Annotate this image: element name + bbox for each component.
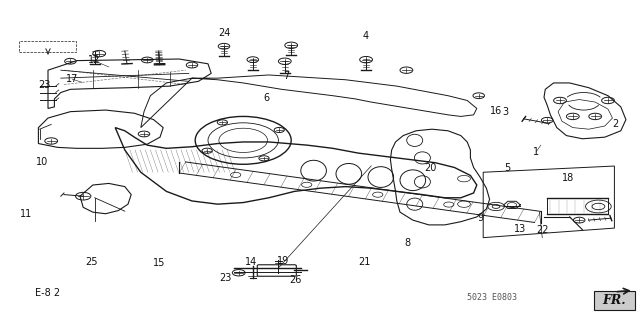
Text: 12: 12 <box>88 55 100 65</box>
Text: 3: 3 <box>502 107 509 117</box>
Text: 22: 22 <box>536 225 549 235</box>
Text: 10: 10 <box>36 157 49 167</box>
Text: 1: 1 <box>533 146 540 157</box>
Text: 11: 11 <box>19 209 32 219</box>
Text: 4: 4 <box>363 31 369 41</box>
Text: 23: 23 <box>38 80 51 91</box>
Text: 15: 15 <box>152 257 165 268</box>
Text: 26: 26 <box>289 275 302 285</box>
Text: 9: 9 <box>477 212 483 223</box>
Text: 20: 20 <box>424 163 436 174</box>
Text: 7: 7 <box>283 70 289 81</box>
Text: 23: 23 <box>219 272 232 283</box>
Text: 5: 5 <box>504 163 511 174</box>
Text: E-8 2: E-8 2 <box>35 288 61 298</box>
Text: 16: 16 <box>490 106 502 116</box>
Text: 19: 19 <box>277 256 290 266</box>
Text: 17: 17 <box>66 74 79 84</box>
Text: 13: 13 <box>513 224 526 234</box>
Text: 25: 25 <box>85 256 98 267</box>
Text: 8: 8 <box>404 238 411 248</box>
Text: FR.: FR. <box>603 294 626 307</box>
Text: 5023 E0803: 5023 E0803 <box>467 293 517 302</box>
Text: 18: 18 <box>562 173 575 183</box>
Text: 21: 21 <box>358 256 371 267</box>
Text: 14: 14 <box>245 257 258 267</box>
Text: 6: 6 <box>264 93 270 103</box>
FancyBboxPatch shape <box>594 291 635 310</box>
Text: 24: 24 <box>218 28 230 38</box>
Text: 2: 2 <box>612 119 619 129</box>
